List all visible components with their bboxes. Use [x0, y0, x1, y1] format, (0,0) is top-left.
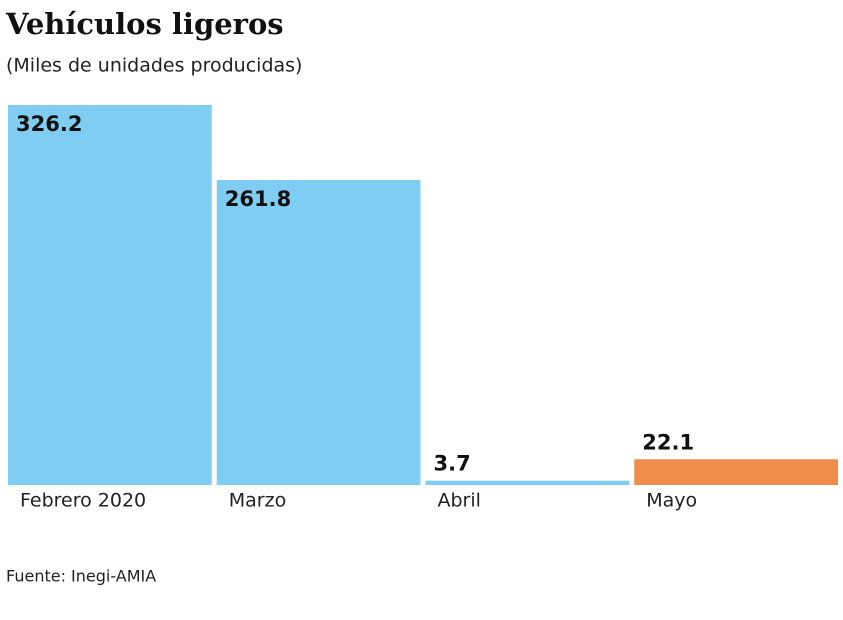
bar	[8, 105, 212, 485]
bar	[634, 459, 838, 485]
x-tick-label: Abril	[438, 490, 481, 512]
source: Fuente: Inegi-AMIA	[6, 567, 156, 586]
x-tick-label: Marzo	[229, 490, 286, 512]
bar	[425, 480, 630, 485]
value-label: 3.7	[434, 452, 471, 476]
x-tick-label: Febrero 2020	[20, 490, 146, 512]
chart-subtitle: (Miles de unidades producidas)	[6, 55, 302, 77]
x-tick-label: Mayo	[646, 490, 697, 512]
chart-title: Vehículos ligeros	[5, 7, 284, 41]
value-label: 261.8	[225, 187, 291, 211]
value-label: 326.2	[16, 112, 82, 136]
bar	[216, 180, 421, 485]
value-label: 22.1	[642, 430, 694, 454]
